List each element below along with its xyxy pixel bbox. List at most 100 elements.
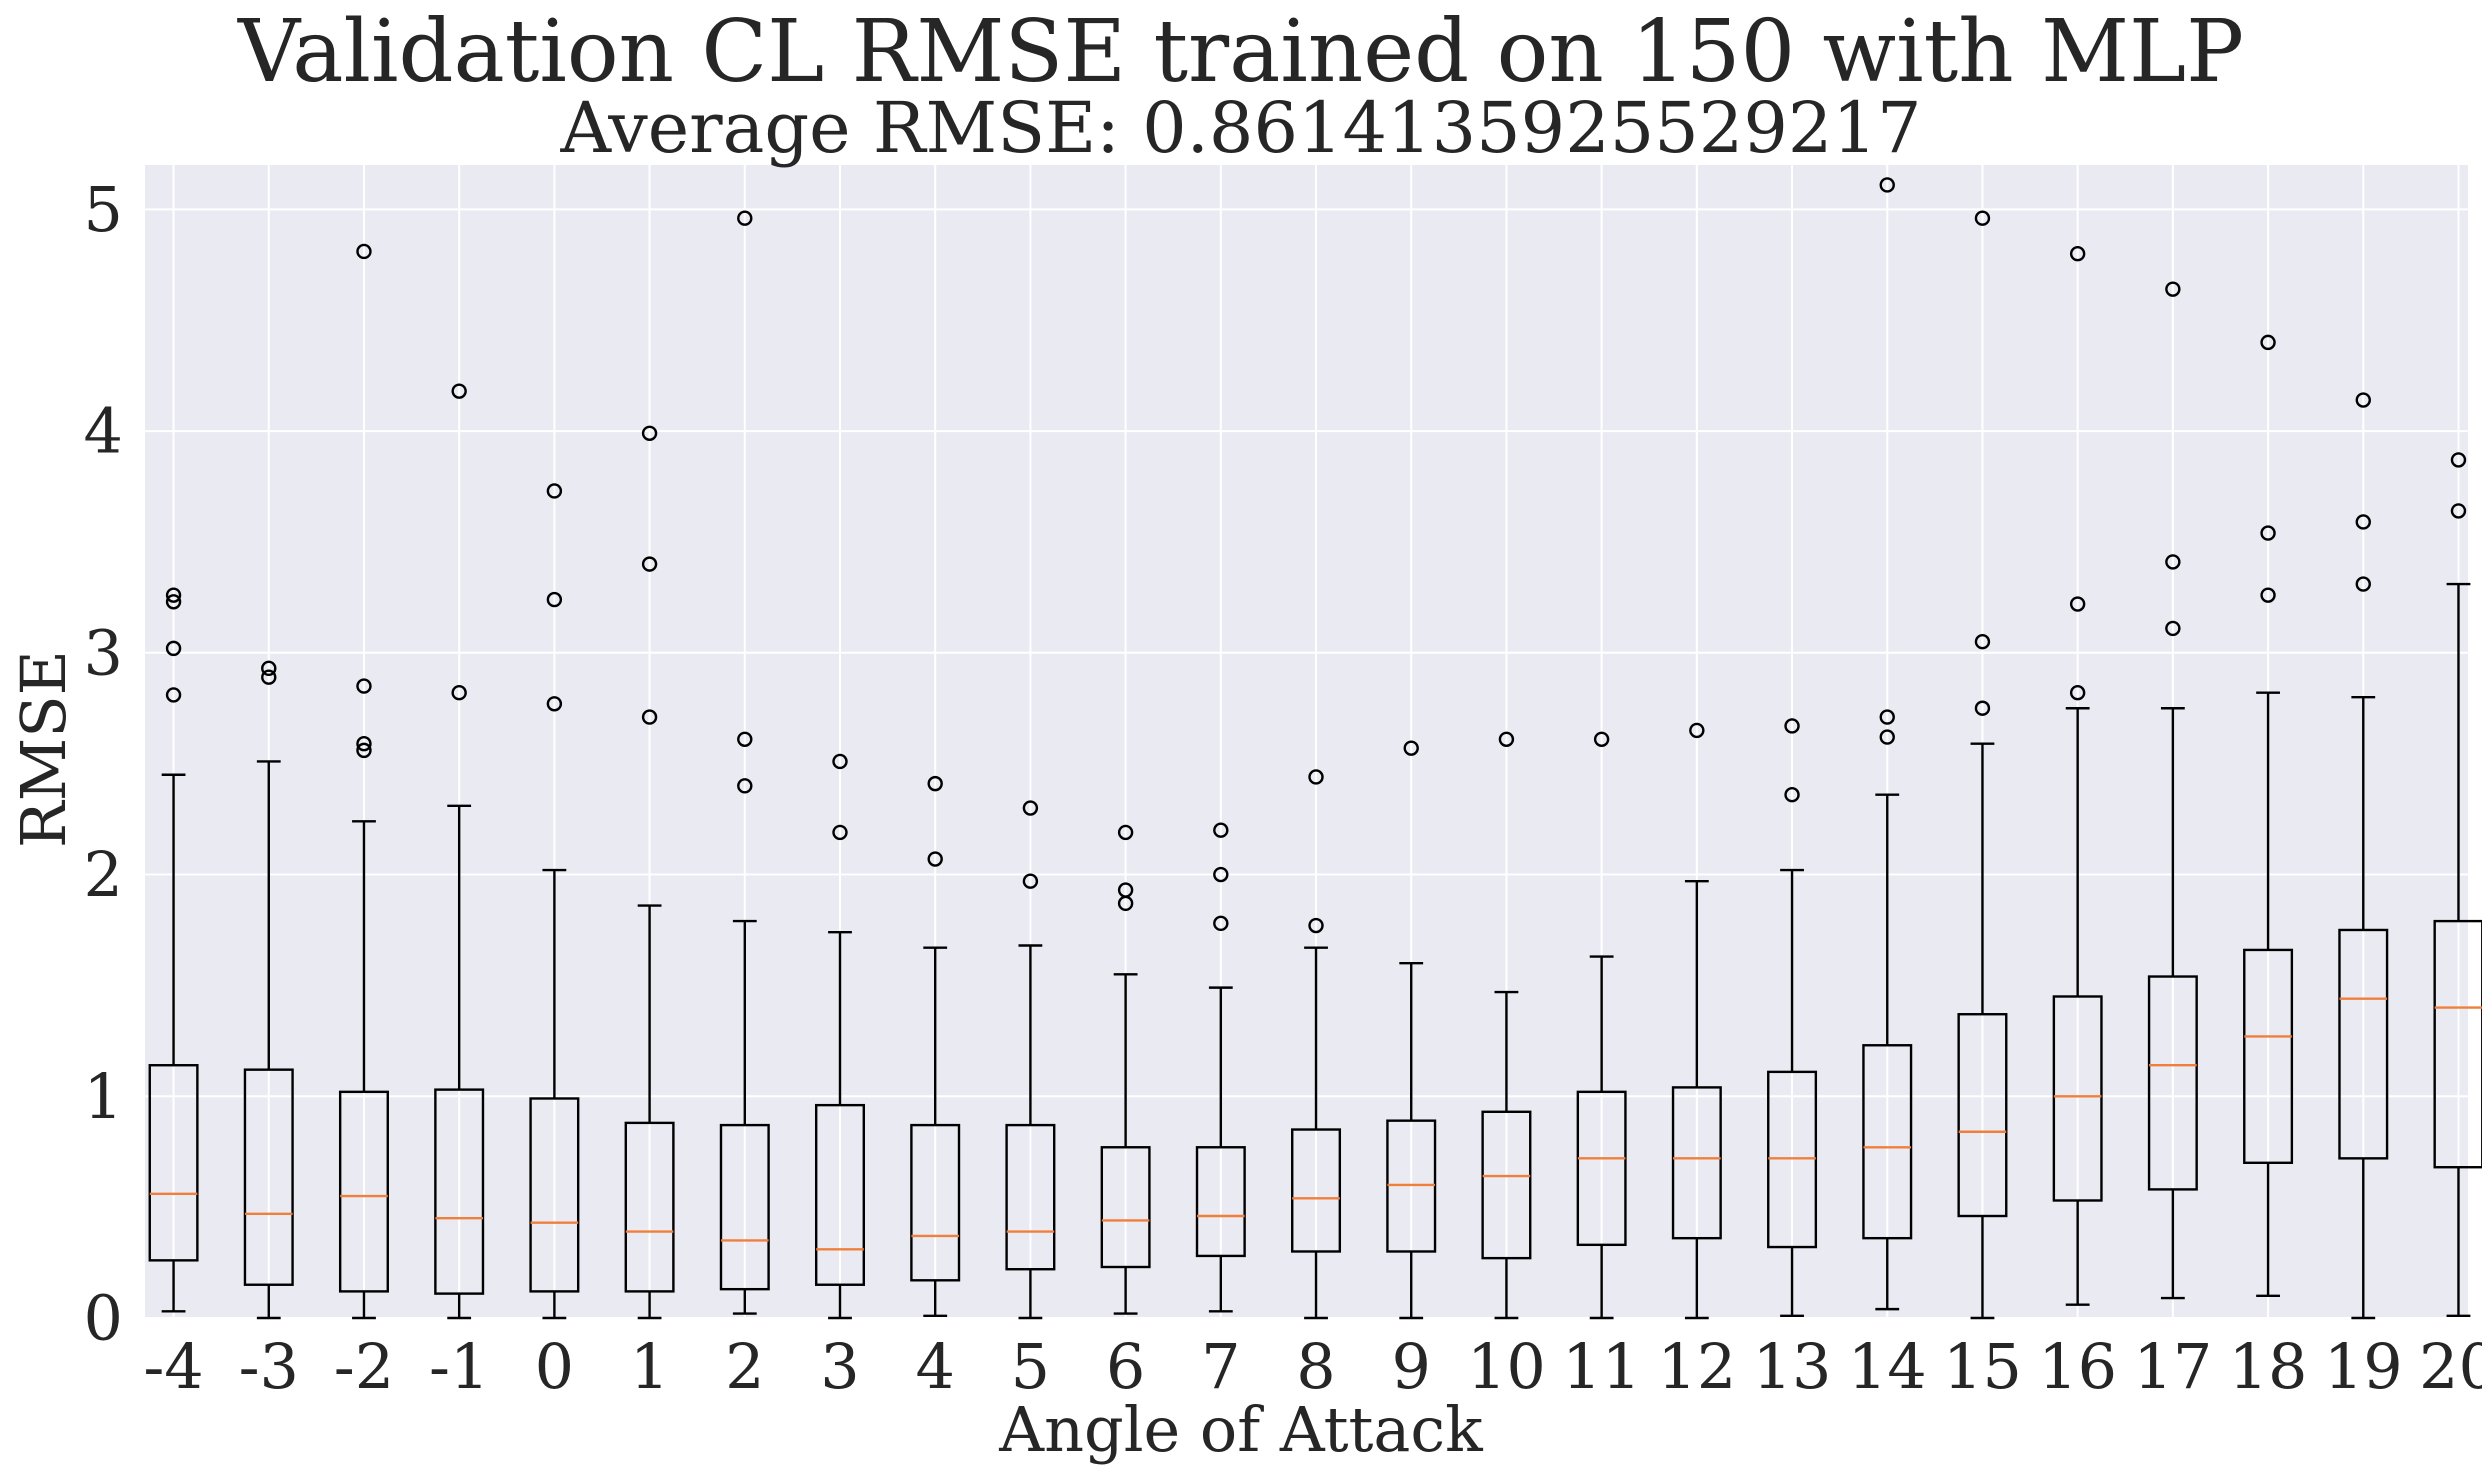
box-series <box>148 177 2482 1320</box>
iqr-box <box>2433 919 2482 1169</box>
iqr-box <box>434 1088 485 1295</box>
outlier-point <box>2069 245 2086 262</box>
x-tick-label: 20 <box>2419 1330 2482 1403</box>
box-18 <box>2243 334 2294 1298</box>
box-0 <box>529 483 580 1320</box>
outlier-point <box>1974 634 1991 650</box>
box-8 <box>1291 769 1342 1320</box>
outlier-point <box>1213 866 1229 883</box>
iqr-box <box>719 1123 770 1291</box>
iqr-box <box>2052 995 2103 1202</box>
iqr-box <box>1481 1110 1532 1260</box>
box-16 <box>2052 245 2103 1306</box>
outlier-point <box>1974 210 1991 226</box>
box-15 <box>1957 210 2008 1320</box>
outlier-point <box>641 425 658 441</box>
x-tick-label: 17 <box>2133 1330 2212 1403</box>
iqr-box <box>2243 948 2294 1164</box>
x-tick-label: 0 <box>535 1330 574 1403</box>
iqr-box <box>1957 1013 2008 1218</box>
outlier-point <box>546 696 563 712</box>
box-10 <box>1481 731 1532 1320</box>
box-19 <box>2338 392 2389 1320</box>
outlier-point <box>165 640 182 657</box>
iqr-box <box>1671 1086 1722 1240</box>
iqr-box <box>243 1068 294 1286</box>
x-axis-label: Angle of Attack <box>999 1393 1483 1466</box>
outlier-point <box>2165 620 2181 637</box>
box--2 <box>338 243 389 1320</box>
outlier-point <box>2260 525 2276 541</box>
box-7 <box>1195 822 1246 1313</box>
chart-subtitle: Average RMSE: 0.8614135925529217 <box>560 87 1922 169</box>
outlier-point <box>261 660 277 677</box>
outlier-point <box>165 687 182 703</box>
x-tick-label: -1 <box>429 1330 489 1403</box>
box-20 <box>2433 452 2482 1317</box>
outlier-point <box>1879 177 1895 193</box>
outlier-point <box>1117 824 1134 841</box>
box-12 <box>1671 722 1722 1320</box>
x-tick-label: 6 <box>1106 1330 1145 1403</box>
x-tick-label: 15 <box>1943 1330 2022 1403</box>
outlier-point <box>927 851 943 867</box>
y-axis-label: RMSE <box>7 650 80 848</box>
outlier-point <box>2260 334 2276 351</box>
box-9 <box>1386 740 1437 1320</box>
outlier-point <box>2069 596 2086 612</box>
box--1 <box>434 383 485 1320</box>
outlier-point <box>451 383 467 399</box>
y-tick-label: 1 <box>84 1060 123 1133</box>
iqr-box <box>529 1097 580 1293</box>
outlier-point <box>1117 882 1134 898</box>
outlier-point <box>737 731 753 747</box>
iqr-box <box>2147 975 2198 1191</box>
outlier-point <box>641 709 658 725</box>
x-tick-label: 1 <box>630 1330 669 1403</box>
iqr-box <box>148 1064 199 1262</box>
iqr-box <box>624 1121 675 1293</box>
outlier-point <box>1213 822 1229 838</box>
outlier-point <box>1879 729 1895 745</box>
y-tick-label: 3 <box>84 616 123 689</box>
x-tick-label: 4 <box>915 1330 954 1403</box>
x-tick-label: -2 <box>334 1330 394 1403</box>
outlier-point <box>451 685 467 701</box>
y-tick-label: 4 <box>84 395 123 468</box>
box-2 <box>719 210 770 1315</box>
outlier-point <box>2260 587 2276 603</box>
outlier-point <box>1689 722 1705 739</box>
outlier-point <box>1784 787 1800 803</box>
outlier-point <box>546 483 563 499</box>
x-tick-label: 5 <box>1011 1330 1050 1403</box>
iqr-box <box>1100 1146 1151 1269</box>
x-tick-label: -4 <box>143 1330 203 1403</box>
plot-area <box>145 165 2468 1318</box>
outlier-point <box>165 594 182 610</box>
iqr-box <box>1291 1128 1342 1253</box>
x-tick-label: 9 <box>1391 1330 1430 1403</box>
outlier-point <box>832 753 848 770</box>
outlier-point <box>356 742 372 759</box>
outlier-point <box>1022 873 1039 889</box>
x-tick-label: 8 <box>1296 1330 1335 1403</box>
iqr-box <box>910 1123 961 1282</box>
y-tick-label: 2 <box>84 838 123 911</box>
x-tick-label: 16 <box>2038 1330 2117 1403</box>
y-tick-label: 5 <box>84 173 123 246</box>
outlier-point <box>546 591 563 608</box>
x-tick-label: 2 <box>725 1330 764 1403</box>
iqr-box <box>1576 1090 1627 1247</box>
outlier-point <box>1498 731 1515 747</box>
outlier-point <box>2450 503 2467 519</box>
outlier-point <box>1308 769 1324 785</box>
y-tick-label: 0 <box>84 1282 123 1355</box>
box-11 <box>1576 731 1627 1320</box>
iqr-box <box>2338 928 2389 1160</box>
box--4 <box>148 587 199 1313</box>
outlier-point <box>737 778 753 794</box>
outlier-point <box>356 678 372 694</box>
outlier-point <box>832 824 848 841</box>
x-tick-label: 14 <box>1848 1330 1927 1403</box>
outlier-point <box>356 243 372 260</box>
